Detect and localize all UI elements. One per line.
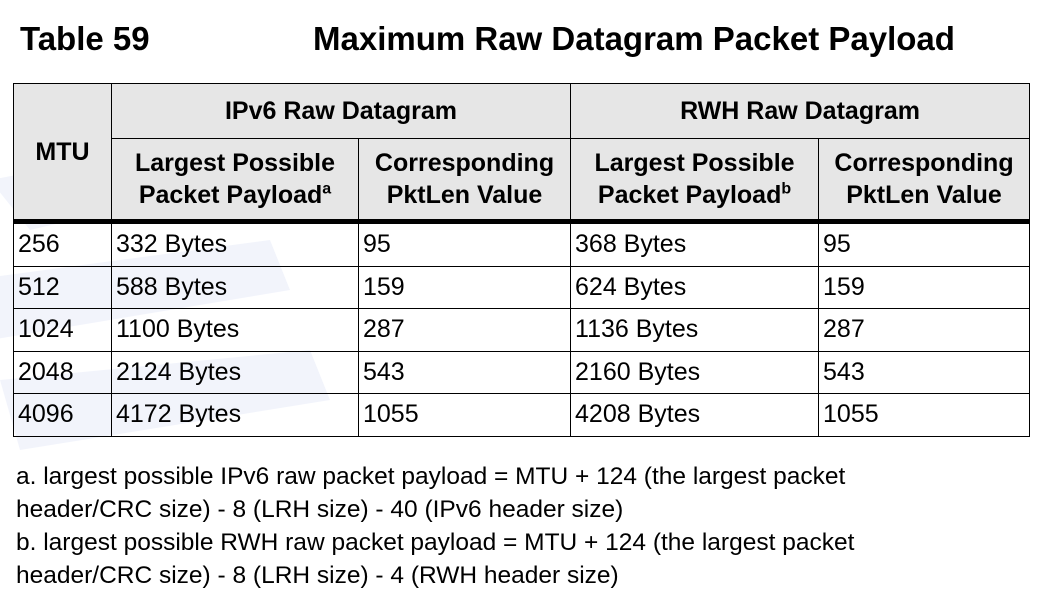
- footnotes: a. largest possible IPv6 raw packet payl…: [16, 460, 1026, 592]
- cell-ipv6-payload: 588 Bytes: [111, 265, 359, 309]
- table-row: 512 588 Bytes 159 624 Bytes 159: [13, 265, 1031, 309]
- footnote-b-line2: header/CRC size) - 8 (LRH size) - 4 (RWH…: [16, 562, 619, 589]
- cell-mtu: 1024: [13, 308, 112, 352]
- cell-ipv6-pktlen: 95: [357, 221, 572, 267]
- table-row: 1024 1100 Bytes 287 1136 Bytes 287: [13, 308, 1031, 352]
- header-group-ipv6: IPv6 Raw Datagram: [110, 83, 572, 139]
- table-title-row: Table 59 Maximum Raw Datagram Packet Pay…: [20, 20, 1019, 64]
- table-row: 4096 4172 Bytes 1055 4208 Bytes 1055: [13, 393, 1031, 437]
- footnote-a-line2: header/CRC size) - 8 (LRH size) - 40 (IP…: [16, 496, 624, 523]
- cell-rwh-pktlen: 1055: [818, 393, 1031, 437]
- cell-rwh-pktlen: 543: [818, 350, 1031, 394]
- footnote-b-line1: b. largest possible RWH raw packet paylo…: [16, 529, 855, 556]
- cell-ipv6-payload: 4172 Bytes: [111, 393, 359, 437]
- table-number: Table 59: [20, 20, 150, 57]
- header-row-columns: Largest Possible Packet Payloada Correspo…: [14, 138, 1031, 224]
- cell-rwh-payload: 624 Bytes: [570, 265, 820, 309]
- cell-mtu: 256: [13, 221, 112, 267]
- footnote-a-line1: a. largest possible IPv6 raw packet payl…: [16, 463, 846, 490]
- cell-mtu: 2048: [13, 350, 112, 394]
- header-ipv6-pktlen: Corresponding PktLen Value: [357, 138, 572, 224]
- header-rwh-payload: Largest Possible Packet Payloadb: [570, 138, 820, 224]
- cell-ipv6-pktlen: 1055: [357, 393, 572, 437]
- header-rwh-pktlen: Corresponding PktLen Value: [818, 138, 1031, 224]
- cell-rwh-payload: 368 Bytes: [570, 221, 820, 267]
- payload-table: MTU IPv6 Raw Datagram RWH Raw Datagram L…: [13, 83, 1031, 437]
- header-group-rwh: RWH Raw Datagram: [570, 83, 1031, 139]
- table-row: 2048 2124 Bytes 543 2160 Bytes 543: [13, 350, 1031, 394]
- footnote-ref-a: a: [322, 180, 332, 198]
- cell-mtu: 512: [13, 265, 112, 309]
- cell-ipv6-pktlen: 159: [357, 265, 572, 309]
- header-ipv6-payload: Largest Possible Packet Payloada: [111, 138, 359, 224]
- cell-rwh-pktlen: 287: [818, 308, 1031, 352]
- cell-ipv6-payload: 2124 Bytes: [111, 350, 359, 394]
- cell-rwh-payload: 2160 Bytes: [570, 350, 820, 394]
- cell-mtu: 4096: [13, 393, 112, 437]
- cell-rwh-payload: 1136 Bytes: [570, 308, 820, 352]
- cell-ipv6-pktlen: 543: [357, 350, 572, 394]
- footnote-ref-b: b: [781, 180, 792, 198]
- table-row: 256 332 Bytes 95 368 Bytes 95: [13, 221, 1031, 267]
- cell-ipv6-payload: 332 Bytes: [111, 221, 359, 267]
- cell-ipv6-payload: 1100 Bytes: [111, 308, 359, 352]
- table-caption: Maximum Raw Datagram Packet Payload: [313, 20, 955, 57]
- header-mtu: MTU: [13, 83, 112, 224]
- cell-ipv6-pktlen: 287: [357, 308, 572, 352]
- cell-rwh-pktlen: 95: [818, 221, 1031, 267]
- cell-rwh-pktlen: 159: [818, 265, 1031, 309]
- cell-rwh-payload: 4208 Bytes: [570, 393, 820, 437]
- header-row-groups: MTU IPv6 Raw Datagram RWH Raw Datagram: [13, 83, 1031, 224]
